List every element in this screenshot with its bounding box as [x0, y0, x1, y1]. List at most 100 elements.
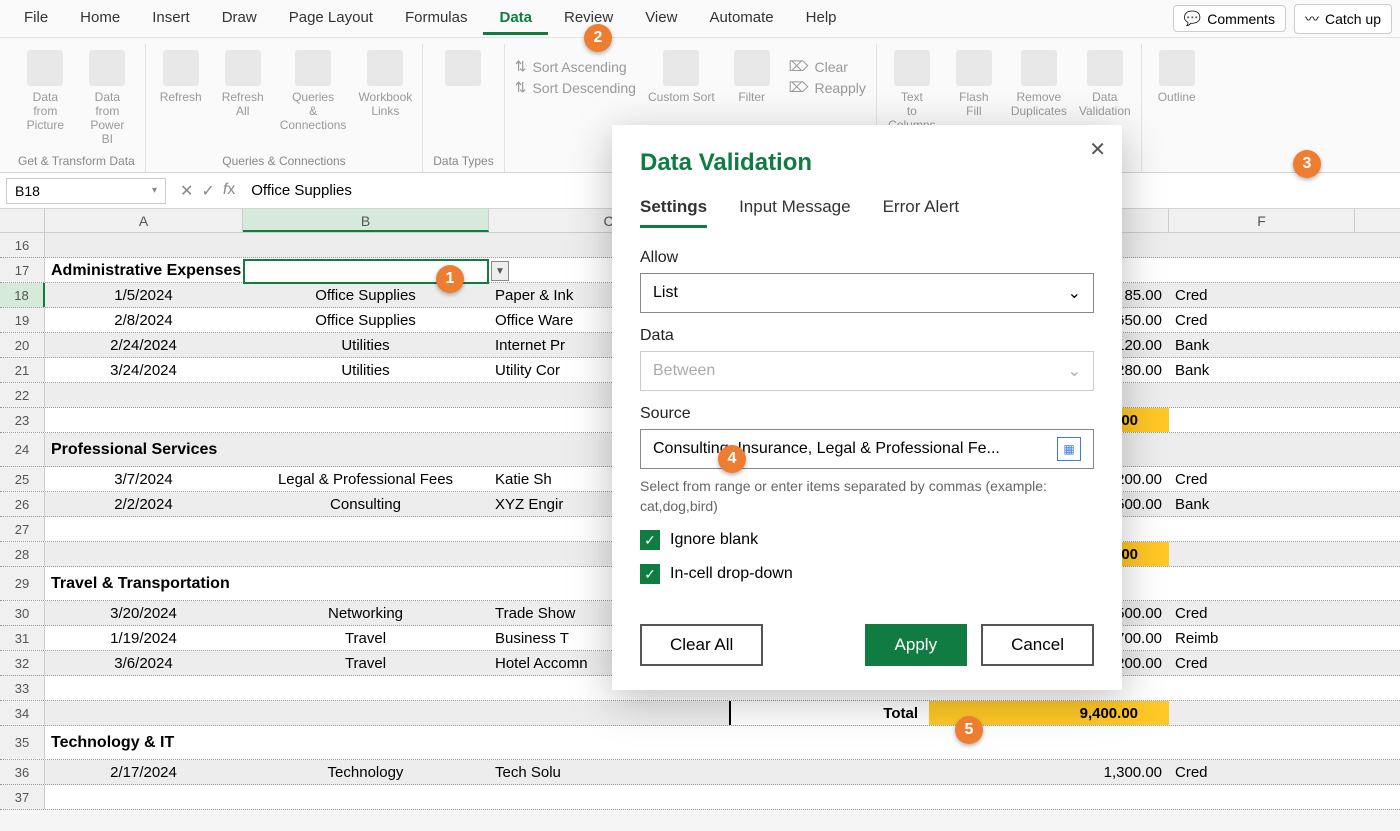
- ribbon-workbook-links[interactable]: WorkbookLinks: [358, 50, 412, 118]
- allow-select[interactable]: List⌄: [640, 273, 1094, 313]
- cell-B28[interactable]: [243, 542, 489, 566]
- cell-B36[interactable]: Technology: [243, 760, 489, 784]
- dialog-tab-settings[interactable]: Settings: [640, 197, 707, 228]
- ribbon-refresh[interactable]: Refresh: [156, 50, 206, 104]
- ribbon-data-from-power-bi[interactable]: DatafromPowerBI: [82, 50, 132, 146]
- cell-F30[interactable]: Cred: [1169, 601, 1355, 625]
- row-header-26[interactable]: 26: [0, 492, 45, 516]
- cell-F34[interactable]: [1169, 701, 1355, 725]
- ribbon-data-from-picture[interactable]: DatafromPicture: [20, 50, 70, 132]
- cell-B20[interactable]: Utilities: [243, 333, 489, 357]
- cell-D36[interactable]: [729, 760, 929, 784]
- cell-B37[interactable]: [243, 785, 489, 809]
- cell-B16[interactable]: [243, 233, 489, 257]
- cell-B34[interactable]: [243, 701, 489, 725]
- dialog-tab-error-alert[interactable]: Error Alert: [883, 197, 960, 228]
- cell-A37[interactable]: [45, 785, 243, 809]
- menu-page-layout[interactable]: Page Layout: [273, 3, 389, 35]
- close-icon[interactable]: ✕: [1089, 137, 1106, 162]
- row-header-24[interactable]: 24: [0, 433, 45, 466]
- cell-B26[interactable]: Consulting: [243, 492, 489, 516]
- cell-B23[interactable]: [243, 408, 489, 432]
- cell-A17[interactable]: Administrative Expenses: [45, 258, 489, 282]
- cell-A31[interactable]: 1/19/2024: [45, 626, 243, 650]
- catchup-button[interactable]: 〰Catch up: [1294, 4, 1392, 34]
- cell-B32[interactable]: Travel: [243, 651, 489, 675]
- menu-help[interactable]: Help: [790, 3, 853, 35]
- cell-E36[interactable]: 1,300.00: [929, 760, 1169, 784]
- row-header-18[interactable]: 18: [0, 283, 45, 307]
- source-input[interactable]: Consulting, Insurance, Legal & Professio…: [640, 429, 1094, 469]
- row-header-29[interactable]: 29: [0, 567, 45, 600]
- dialog-tab-input-message[interactable]: Input Message: [739, 197, 851, 228]
- row-header-35[interactable]: 35: [0, 726, 45, 759]
- cell-B27[interactable]: [243, 517, 489, 541]
- row-header-32[interactable]: 32: [0, 651, 45, 675]
- ribbon-queries-connections[interactable]: Queries&Connections: [280, 50, 347, 132]
- cell-E37[interactable]: [929, 785, 1169, 809]
- cell-A22[interactable]: [45, 383, 243, 407]
- cell-F23[interactable]: [1169, 408, 1355, 432]
- cell-B19[interactable]: Office Supplies: [243, 308, 489, 332]
- menu-view[interactable]: View: [629, 3, 693, 35]
- menu-insert[interactable]: Insert: [136, 3, 206, 35]
- row-header-33[interactable]: 33: [0, 676, 45, 700]
- ribbon-sort-ascending[interactable]: ⇅ Sort Ascending: [515, 58, 636, 75]
- apply-button[interactable]: Apply: [865, 624, 968, 666]
- ribbon-remove-duplicates[interactable]: RemoveDuplicates: [1011, 50, 1067, 118]
- cell-D37[interactable]: [729, 785, 929, 809]
- cell-A23[interactable]: [45, 408, 243, 432]
- cell-F35[interactable]: [1169, 726, 1355, 759]
- cell-dropdown-button[interactable]: ▼: [491, 261, 509, 281]
- row-header-34[interactable]: 34: [0, 701, 45, 725]
- ribbon-item[interactable]: [438, 50, 488, 90]
- col-header-B[interactable]: B: [243, 209, 489, 232]
- row-header-20[interactable]: 20: [0, 333, 45, 357]
- cell-A16[interactable]: [45, 233, 243, 257]
- name-box[interactable]: B18▾: [6, 178, 166, 204]
- cell-C36[interactable]: Tech Solu: [489, 760, 729, 784]
- col-header-A[interactable]: A: [45, 209, 243, 232]
- cell-F27[interactable]: [1169, 517, 1355, 541]
- ribbon-sort-descending[interactable]: ⇅ Sort Descending: [515, 79, 636, 96]
- menu-file[interactable]: File: [8, 3, 64, 35]
- clear-all-button[interactable]: Clear All: [640, 624, 763, 666]
- row-header-25[interactable]: 25: [0, 467, 45, 491]
- menu-home[interactable]: Home: [64, 3, 136, 35]
- ignore-blank-checkbox[interactable]: ✓: [640, 530, 660, 550]
- cell-F22[interactable]: [1169, 383, 1355, 407]
- cell-F28[interactable]: [1169, 542, 1355, 566]
- cell-B22[interactable]: [243, 383, 489, 407]
- ribbon-data-validation[interactable]: DataValidation: [1079, 50, 1131, 118]
- cell-A27[interactable]: [45, 517, 243, 541]
- ribbon-reapply[interactable]: ⌦ Reapply: [789, 79, 866, 96]
- row-header-21[interactable]: 21: [0, 358, 45, 382]
- cell-F37[interactable]: [1169, 785, 1355, 809]
- row-header-30[interactable]: 30: [0, 601, 45, 625]
- cell-A24[interactable]: Professional Services: [45, 433, 489, 466]
- ribbon-flash-fill[interactable]: FlashFill: [949, 50, 999, 118]
- cell-F19[interactable]: Cred: [1169, 308, 1355, 332]
- cell-D35[interactable]: [729, 726, 929, 759]
- cell-A32[interactable]: 3/6/2024: [45, 651, 243, 675]
- cell-F31[interactable]: Reimb: [1169, 626, 1355, 650]
- cell-A29[interactable]: Travel & Transportation: [45, 567, 489, 600]
- col-header-F[interactable]: F: [1169, 209, 1355, 232]
- row-header-36[interactable]: 36: [0, 760, 45, 784]
- ribbon-clear[interactable]: ⌦ Clear: [789, 58, 866, 75]
- cell-F24[interactable]: [1169, 433, 1355, 466]
- ribbon-custom-sort[interactable]: Custom Sort: [648, 50, 715, 104]
- cell-A26[interactable]: 2/2/2024: [45, 492, 243, 516]
- row-header-23[interactable]: 23: [0, 408, 45, 432]
- cell-B21[interactable]: Utilities: [243, 358, 489, 382]
- cell-F18[interactable]: Cred: [1169, 283, 1355, 307]
- cell-A33[interactable]: [45, 676, 243, 700]
- cell-F25[interactable]: Cred: [1169, 467, 1355, 491]
- cell-F26[interactable]: Bank: [1169, 492, 1355, 516]
- row-header-28[interactable]: 28: [0, 542, 45, 566]
- ribbon-refresh-all[interactable]: RefreshAll: [218, 50, 268, 118]
- row-header-27[interactable]: 27: [0, 517, 45, 541]
- menu-data[interactable]: Data: [483, 3, 548, 35]
- cell-A35[interactable]: Technology & IT: [45, 726, 489, 759]
- cell-A19[interactable]: 2/8/2024: [45, 308, 243, 332]
